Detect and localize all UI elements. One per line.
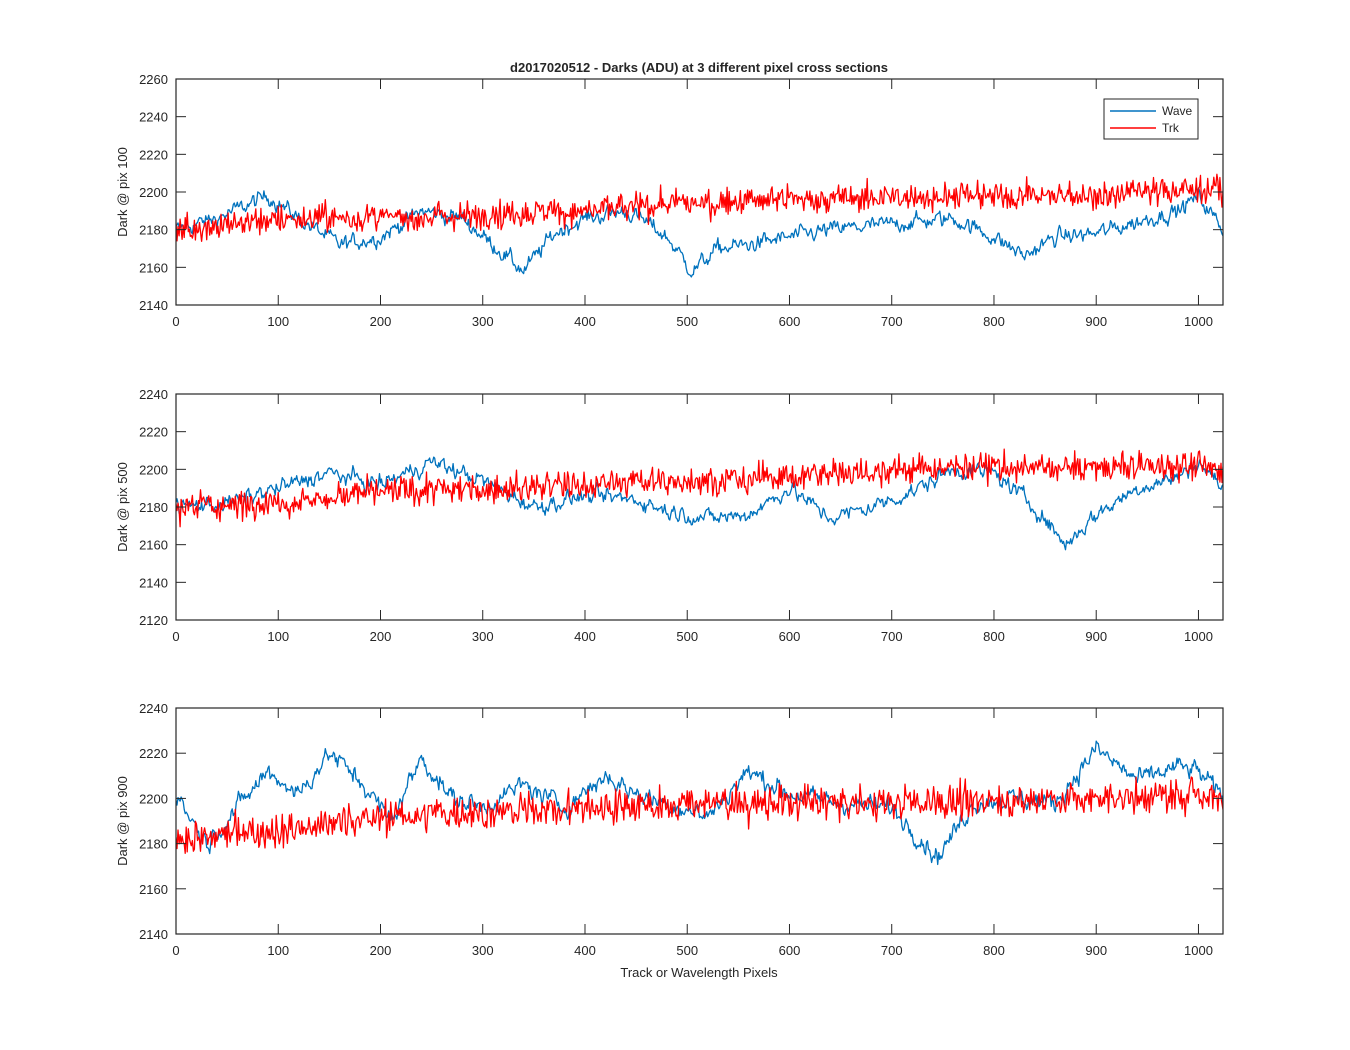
x-tick-label: 700 [881,629,903,644]
y-tick-label: 2220 [139,147,168,162]
x-tick-label: 200 [370,943,392,958]
subplot-2: 0 100 200 300 400 500 600 700 800 900 1000 2120 2140… [115,387,1224,644]
y-tick-label: 2160 [139,882,168,897]
x-tick-label: 500 [676,629,698,644]
x-tick-label: 0 [172,314,179,329]
x-tick-label: 900 [1085,314,1107,329]
series-line-trk [176,173,1223,242]
y-tick-label: 2180 [139,223,168,238]
x-tick-label: 200 [370,629,392,644]
x-tick-label: 700 [881,943,903,958]
x-tick-label: 200 [370,314,392,329]
y-tick-label: 2140 [139,927,168,942]
plot-area [176,79,1223,305]
series-lines [176,173,1223,278]
x-tick-label: 500 [676,314,698,329]
y-tick-label: 2200 [139,462,168,477]
x-tick-label: 800 [983,943,1005,958]
x-tick-label: 400 [574,629,596,644]
y-tick-label: 2180 [139,500,168,515]
subplots: 0 100 200 300 400 500 600 700 800 900 100021402160… [115,72,1224,958]
x-tick-label: 1000 [1184,314,1213,329]
y-tick-label: 2220 [139,746,168,761]
x-tick-label: 800 [983,314,1005,329]
axes-box [175,707,1224,935]
x-tick-label: 500 [676,943,698,958]
x-tick-label: 100 [267,314,289,329]
y-tick-label: 2140 [139,298,168,313]
y-tick-label: 2240 [139,387,168,402]
y-tick-label: 2220 [139,425,168,440]
x-tick-label: 700 [881,314,903,329]
series-line-trk [176,448,1223,528]
y-axis-label: Dark @ pix 500 [115,462,130,552]
x-tick-label: 800 [983,629,1005,644]
series-lines [176,740,1223,866]
y-tick-label: 2240 [139,701,168,716]
x-tick-label: 300 [472,629,494,644]
x-tick-label: 1000 [1184,629,1213,644]
series-line-trk [176,776,1223,854]
y-tick-label: 2140 [139,575,168,590]
x-tick-label: 100 [267,629,289,644]
x-tick-label: 300 [472,314,494,329]
x-tick-label: 0 [172,629,179,644]
x-tick-label: 600 [779,943,801,958]
x-tick-label: 300 [472,943,494,958]
y-tick-label: 2200 [139,185,168,200]
legend-box [1103,98,1199,140]
subplot-1: 0 100 200 300 400 500 600 700 800 900 1000 2140 2160… [115,72,1224,329]
y-tick-label: 2240 [139,110,168,125]
y-tick-label: 2160 [139,538,168,553]
y-tick-label: 2120 [139,613,168,628]
x-tick-label: 600 [779,629,801,644]
legend-label-trk: Trk [1162,121,1180,135]
series-lines [176,448,1223,551]
y-axis-label: Dark @ pix 100 [115,147,130,237]
x-tick-label: 600 [779,314,801,329]
x-tick-label: 900 [1085,629,1107,644]
chart-title: d2017020512 - Darks (ADU) at 3 different… [510,60,888,75]
series-line-wave [176,456,1223,551]
y-tick-label: 2260 [139,72,168,87]
x-tick-label: 1000 [1184,943,1213,958]
legend-label-wave: Wave [1162,104,1193,118]
x-tick-label: 0 [172,943,179,958]
series-line-wave [176,187,1223,278]
subplot-3: 0 100 200 300 400 500 600 700 800 900 1000 2140 2160… [115,701,1224,958]
y-axis-label: Dark @ pix 900 [115,776,130,866]
x-tick-label: 400 [574,943,596,958]
x-tick-label: 900 [1085,943,1107,958]
plot-area [176,394,1223,620]
y-tick-label: 2180 [139,837,168,852]
x-tick-label: 400 [574,314,596,329]
x-axis-label: Track or Wavelength Pixels [620,965,778,980]
y-tick-label: 2160 [139,260,168,275]
y-tick-label: 2200 [139,791,168,806]
x-tick-label: 100 [267,943,289,958]
legend: Wave Trk [1103,98,1199,140]
